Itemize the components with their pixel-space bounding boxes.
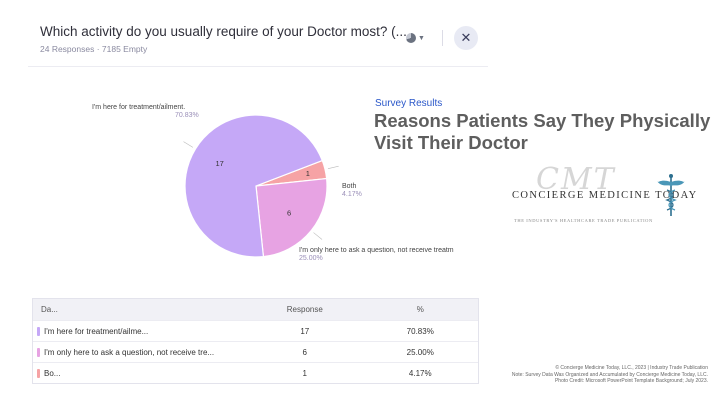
row-label: Bo... xyxy=(33,368,247,378)
row-percent: 25.00% xyxy=(406,347,434,357)
pie-value-label: 17 xyxy=(216,159,224,168)
pie-value-label: 6 xyxy=(287,208,291,217)
row-percent: 70.83% xyxy=(406,326,434,336)
chevron-down-icon: ▼ xyxy=(418,34,425,42)
pie-leader-line xyxy=(313,232,323,240)
pie-percent-both: 4.17% xyxy=(342,191,362,198)
close-button[interactable]: ✕ xyxy=(454,26,478,50)
row-label-text: I'm here for treatment/ailme... xyxy=(44,326,149,336)
logo-name: CONCIERGE MEDICINE TODAY xyxy=(512,190,698,201)
column-header-label[interactable]: Da... xyxy=(41,305,58,314)
survey-question-title: Which activity do you usually require of… xyxy=(40,24,407,39)
caduceus-icon xyxy=(657,174,685,216)
column-header-percent[interactable]: % xyxy=(416,305,424,314)
color-swatch xyxy=(37,326,40,336)
pie-label-both: Both xyxy=(342,183,357,190)
results-table: Da... Response % I'm here for treatment/… xyxy=(32,298,479,384)
pie-slice xyxy=(184,114,324,258)
row-percent: 4.17% xyxy=(408,368,432,378)
logo-monogram: CMT xyxy=(536,162,616,197)
row-label: I'm only here to ask a question, not rec… xyxy=(33,347,247,357)
pie-chart-icon xyxy=(406,33,416,43)
footnote-line: © Concierge Medicine Today, LLC., 2023 |… xyxy=(555,365,708,371)
pie-value-label: 1 xyxy=(306,169,310,178)
pie-leader-line xyxy=(327,165,339,170)
close-icon: ✕ xyxy=(460,30,472,45)
row-response: 6 xyxy=(302,347,307,357)
pie-slice xyxy=(255,177,328,258)
color-swatch xyxy=(37,368,40,378)
column-header-response[interactable]: Response xyxy=(286,305,323,314)
table-row: I'm only here to ask a question, not rec… xyxy=(33,341,478,362)
row-label-text: Bo... xyxy=(44,368,61,378)
row-response: 1 xyxy=(302,368,307,378)
concierge-medicine-today-logo: CMT CONCIERGE MEDICINE TODAY THE INDUSTR… xyxy=(506,162,712,230)
pie-percent-treatment: 70.83% xyxy=(175,112,199,119)
table-row: Bo... 1 4.17% xyxy=(33,362,478,383)
pie-label-treatment: I'm here for treatment/ailment. xyxy=(92,104,186,111)
footnote-line: Note: Survey Data Was Organized and Accu… xyxy=(511,371,708,378)
slide-kicker: Survey Results xyxy=(375,98,443,109)
color-swatch xyxy=(37,347,40,357)
footnote: © Concierge Medicine Today, LLC., 2023 |… xyxy=(512,365,708,385)
row-label-text: I'm only here to ask a question, not rec… xyxy=(44,347,215,357)
footnote-line: Photo Credit: Microsoft PowerPoint Templ… xyxy=(554,378,708,384)
pie-leader-line xyxy=(183,141,194,148)
table-header-row: Da... Response % xyxy=(33,299,478,320)
chart-type-dropdown[interactable]: ▼ xyxy=(406,30,432,46)
responses-count: 24 Responses · 7185 Empty xyxy=(40,44,148,54)
pie-percent-question: 25.00% xyxy=(299,255,323,262)
row-response: 17 xyxy=(300,326,310,336)
logo-tagline: THE INDUSTRY'S HEALTHCARE TRADE PUBLICAT… xyxy=(514,218,653,223)
divider xyxy=(442,30,443,46)
table-row: I'm here for treatment/ailme... 17 70.83… xyxy=(33,320,478,341)
pie-label-question: I'm only here to ask a question, not rec… xyxy=(299,247,454,254)
slide-title: Reasons Patients Say They Physically Vis… xyxy=(374,110,711,153)
card-divider xyxy=(28,66,488,67)
row-label: I'm here for treatment/ailme... xyxy=(33,326,247,336)
